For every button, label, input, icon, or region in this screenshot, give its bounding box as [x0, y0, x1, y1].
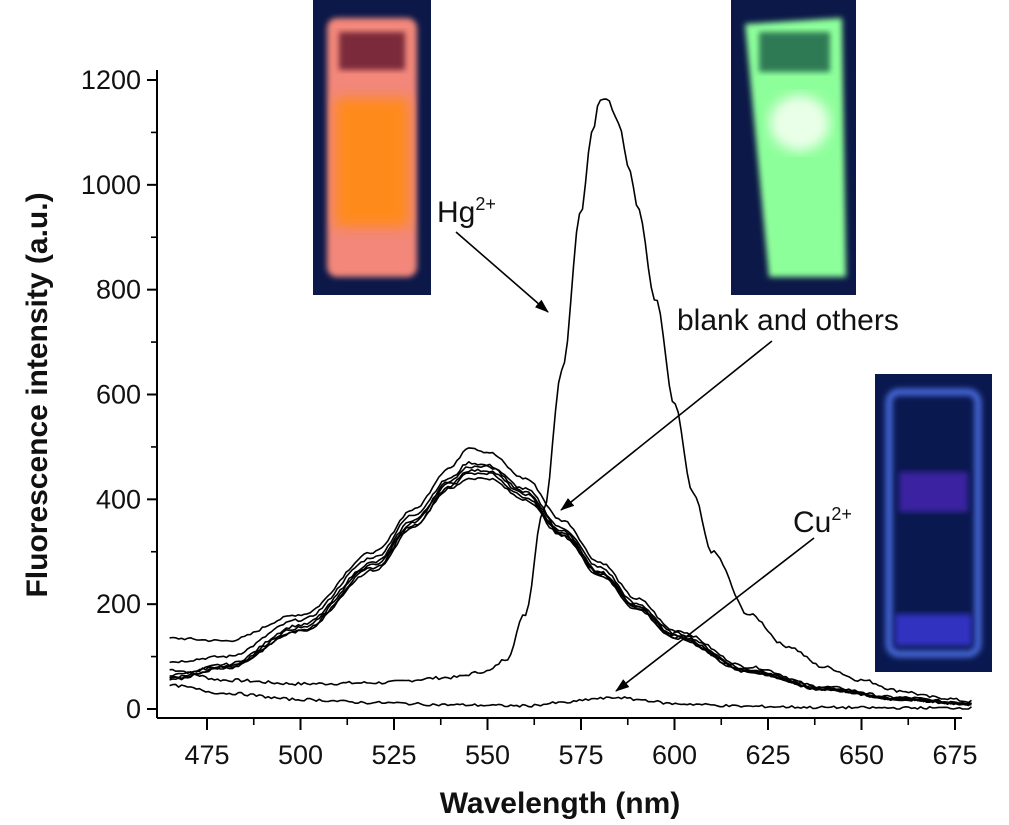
- series-layer: [169, 98, 973, 710]
- annotation-cu-sup: 2+: [831, 504, 852, 524]
- orange-cuvette-photo: [313, 0, 431, 295]
- x-tick-label: 650: [839, 740, 884, 770]
- series-line-blank-6: [169, 471, 973, 707]
- arrow-blank: [560, 340, 773, 511]
- series-line-blank-1: [169, 447, 972, 706]
- series-line-cu2-: [169, 683, 972, 710]
- y-tick-label: 600: [96, 380, 141, 410]
- y-tick-label: 1000: [81, 170, 141, 200]
- cuvette-band: [899, 472, 968, 512]
- cuvette-outline: [885, 388, 982, 658]
- cuvette-bottom: [895, 614, 972, 646]
- insets-layer: [313, 0, 992, 672]
- x-axis-title: Wavelength (nm): [440, 787, 681, 820]
- y-axis-title: Fluorescence intensity (a.u.): [21, 192, 54, 597]
- cuvette-top: [759, 32, 830, 72]
- annotation-cu-text: Cu: [793, 506, 831, 539]
- annotation-hg: Hg2+: [437, 194, 496, 229]
- arrow-hg: [455, 231, 549, 313]
- cuvette-liquid: [335, 98, 409, 227]
- arrow-cu: [615, 537, 815, 692]
- annotation-hg-sup: 2+: [475, 194, 496, 214]
- cuvette-top: [339, 32, 405, 70]
- series-line-hg2-: [169, 98, 972, 704]
- x-tick-label: 600: [652, 740, 697, 770]
- y-tick-label: 800: [96, 275, 141, 305]
- axes: 0 200 400 600 800 1000 1200 475 500 525 550 575 600 6…: [81, 65, 978, 770]
- green-cuvette-photo: [731, 0, 856, 295]
- annotation-blank: blank and others: [677, 304, 899, 337]
- x-tick-label: 575: [558, 740, 603, 770]
- annotation-hg-text: Hg: [437, 196, 475, 229]
- x-tick-label: 550: [465, 740, 510, 770]
- y-tick-label: 400: [96, 484, 141, 514]
- y-tick-label: 200: [96, 589, 141, 619]
- x-tick-label: 525: [371, 740, 416, 770]
- x-tick-label: 625: [745, 740, 790, 770]
- annotation-cu: Cu2+: [793, 504, 852, 539]
- y-tick-label: 1200: [81, 65, 141, 95]
- cuvette-glare: [769, 95, 830, 151]
- blue-cuvette-photo: [875, 374, 992, 672]
- x-tick-label: 675: [932, 740, 977, 770]
- x-tick-label: 500: [278, 740, 323, 770]
- series-line-blank-2: [169, 461, 972, 706]
- y-tick-label: 0: [126, 694, 141, 724]
- x-tick-label: 475: [184, 740, 229, 770]
